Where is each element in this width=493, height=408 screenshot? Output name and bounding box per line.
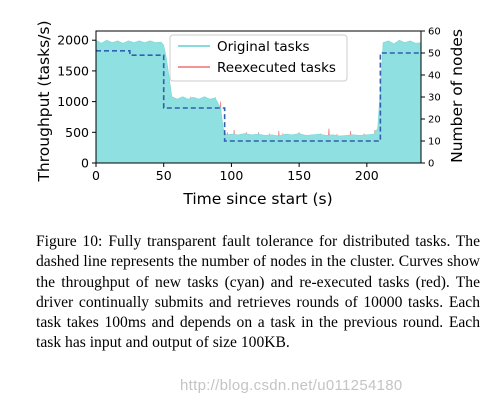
plot-area (95, 39, 422, 164)
figure-caption: Figure 10: Fully transparent fault tolera… (36, 232, 480, 354)
y-left-tick-label: 0 (81, 156, 89, 171)
y-left-tick-label: 1500 (57, 63, 89, 78)
original-tasks-area (95, 39, 422, 164)
y-axis-title-left: Throughput (tasks/s) (35, 20, 53, 182)
x-axis-title: Time since start (s) (182, 190, 332, 208)
y-right-tick-label: 0 (428, 159, 434, 170)
x-tick-label: 150 (287, 168, 311, 183)
caption-label: Figure 10: (36, 233, 103, 250)
y-right-tick-label: 30 (428, 93, 441, 104)
legend: Original tasks Reexecuted tasks (169, 34, 348, 82)
x-tick-label: 50 (156, 168, 172, 183)
y-right-tick-label: 40 (428, 71, 441, 82)
y-axis-title-right: Number of nodes (448, 29, 466, 163)
y-right-tick-label: 10 (428, 137, 441, 148)
nodes-dashed-line (96, 50, 421, 142)
throughput-chart: 0 50 100 150 2000500100015002000010203040506… (35, 20, 466, 208)
x-tick-label: 100 (219, 168, 243, 183)
legend-label-reexecuted: Reexecuted tasks (217, 60, 336, 76)
y-left-tick-label: 2000 (57, 33, 89, 48)
y-right-tick-label: 20 (428, 115, 441, 126)
y-right-tick-label: 50 (428, 49, 441, 60)
axes: 0 50 100 150 2000500100015002000010203040506… (57, 27, 441, 184)
watermark-text: http://blog.csdn.net/u011254180 (180, 377, 403, 394)
x-tick-label: 0 (92, 168, 100, 183)
legend-label-original: Original tasks (217, 39, 310, 55)
caption-text: Fully transparent fault tolerance for di… (36, 233, 480, 352)
x-tick-label: 200 (355, 168, 379, 183)
y-left-tick-label: 1000 (57, 94, 89, 109)
y-left-tick-label: 500 (65, 125, 89, 140)
y-right-tick-label: 60 (428, 27, 441, 38)
legend-box (169, 34, 348, 82)
